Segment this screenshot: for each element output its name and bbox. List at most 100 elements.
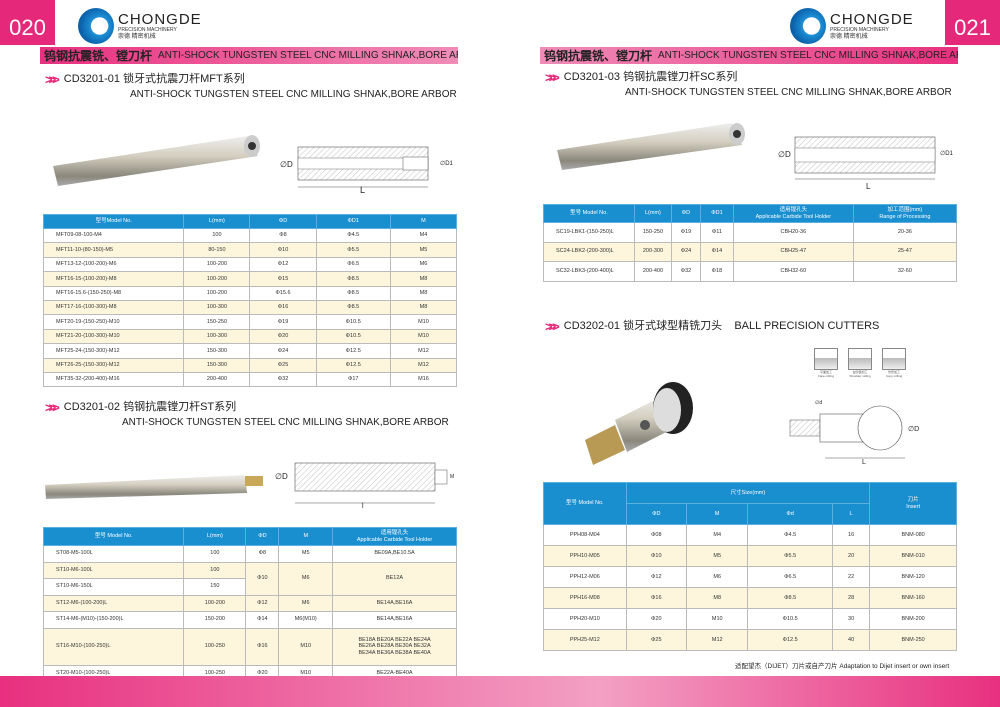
table-row: PPH12-M06 Φ12 M6 Φ6.5 22 BNM-120 [543, 566, 957, 588]
mft-technical-drawing [297, 146, 429, 188]
table-cell: Φ4.5 [747, 524, 833, 546]
table-cell: MFT16-15-(100-200)-M8 [42, 271, 185, 287]
table-cell: 100 [183, 227, 251, 244]
table-cell: MFT26-25-(150-300)-M12 [42, 357, 185, 373]
table-row: MFT09-08-100-M4 100 Φ8 Φ4.5 M4 [42, 227, 458, 244]
table-cell: M8 [389, 299, 458, 316]
milling-label-en: Shoulder milling [849, 374, 871, 378]
table-cell: ST16-M10-(100-250)L [42, 627, 185, 666]
drawing-label-L: L [862, 459, 866, 466]
table-row: MFT16-15.6-(150-250)-M8 100-200 Φ15.6 Φ8.5 M… [42, 285, 458, 301]
drawing-label-L: L [866, 182, 871, 191]
table-cell: Φ18 [699, 261, 734, 282]
table-cell: M5 [389, 242, 458, 258]
column-header: ΦD [671, 204, 701, 223]
table-cell: Φ15 [249, 271, 317, 287]
table-cell: Φ25 [249, 357, 317, 373]
table-cell: 20 [831, 545, 871, 567]
insert-note: 适配望杰（DIJET）刀片或自产刀片 Adaptation to Dijet i… [735, 663, 950, 670]
column-header: 适用镗孔头 Applicable Carbide Tool Holder [732, 204, 854, 223]
table-cell: BNM-080 [869, 524, 957, 546]
table-cell: Φ8 [249, 227, 317, 244]
column-header: 适用镗孔头 Applicable Carbide Tool Holder [332, 527, 457, 546]
table-row: ST14-M6-(M10)-(150-200)L 150-200 Φ14 M6(M10… [42, 611, 457, 629]
table-cell: SC32-LBK3-(200-400)L [543, 261, 635, 282]
table-cell: Φ14 [245, 611, 280, 629]
table-cell: Φ19 [671, 222, 701, 243]
section-st-title: >>> CD3201-02 钨钢抗震镗刀杆ST系列 [45, 401, 236, 414]
table-cell: BNM-250 [869, 629, 957, 651]
table-cell: Φ6.5 [747, 566, 833, 588]
table-cell: Φ14 [699, 241, 734, 262]
table-cell: M6 [278, 594, 334, 612]
table-cell: 100 [183, 561, 247, 579]
column-header: ΦD1 [315, 214, 391, 229]
sc-arbor-photo [557, 123, 745, 170]
milling-icon: 仿形加工 Copy milling [878, 348, 910, 378]
band-cn: 钨钢抗震铣、镗刀杆 [544, 49, 653, 63]
table-cell: M6 [389, 256, 458, 273]
table-cell: Φ20 [625, 608, 688, 630]
table-cell: Φ5.5 [747, 545, 833, 567]
drawing-label-phiD: ∅D [275, 472, 288, 481]
section-title-text: CD3201-02 钨钢抗震镗刀杆ST系列 [63, 401, 237, 413]
table-cell: Φ12 [249, 256, 317, 273]
table-cell: M8 [389, 285, 458, 301]
table-cell: 150-250 [183, 314, 251, 330]
title-band-right: 钨钢抗震铣、镗刀杆 ANTI-SHOCK TUNGSTEN STEEL CNC M… [540, 47, 958, 64]
sc-technical-drawing [794, 136, 936, 180]
section-sc-subtitle: ANTI-SHOCK TUNGSTEN STEEL CNC MILLING SH… [625, 87, 952, 98]
table-cell: ST12-M6-(100-200)L [42, 594, 185, 612]
band-en: ANTI-SHOCK TUNGSTEN STEEL CNC MILLING SH… [658, 50, 958, 61]
table-row: PPH25-M12 Φ25 M12 Φ12.5 40 BNM-250 [543, 629, 957, 651]
table-cell: Φ10 [245, 561, 280, 596]
column-header: ΦD1 [699, 204, 734, 223]
ball-cutter-drawing [789, 405, 905, 459]
table-cell: 100-300 [183, 328, 251, 345]
table-cell: Φ12.5 [315, 357, 391, 373]
table-cell: M10 [686, 608, 749, 630]
table-cell: Φ32 [249, 371, 317, 388]
table-cell: 200-400 [633, 261, 673, 282]
table-cell: 100 [183, 545, 247, 563]
column-header: M [278, 527, 334, 546]
table-cell: ST08-M5-100L [42, 545, 185, 563]
table-cell: Φ19 [249, 314, 317, 330]
table-row: MFT25-24-(150-300)-M12 150-300 Φ24 Φ12.5 M12 [42, 343, 458, 359]
table-cell: PPH20-M10 [543, 608, 627, 630]
band-en: ANTI-SHOCK TUNGSTEN STEEL CNC MILLING SH… [158, 50, 458, 61]
header-row: 型号 Model No. L(mm) ΦD M 适用镗孔头 Applicable Carb… [42, 527, 457, 546]
table-cell: MFT17-16-(100-300)-M8 [42, 299, 185, 316]
drawing-label-phid: ∅d [815, 400, 823, 406]
drawing-label-phiD: ∅D [908, 426, 920, 433]
table-cell: 100-300 [183, 299, 251, 316]
table-cell: Φ5.5 [315, 242, 391, 258]
table-cell: Φ24 [249, 343, 317, 359]
table-cell: SC19-LBK1-(150-250)L [543, 222, 635, 243]
footer-band [0, 676, 1000, 707]
table-cell: 100-250 [183, 627, 247, 666]
chevrons-icon: >>> [545, 319, 560, 334]
section-st-subtitle: ANTI-SHOCK TUNGSTEN STEEL CNC MILLING SH… [122, 417, 449, 428]
table-cell: M5 [278, 545, 334, 563]
table-cell: Φ17 [315, 371, 391, 388]
logo-mark [790, 8, 826, 44]
logo-subtitle: PRECISION MACHINERY [830, 27, 889, 34]
title-band-left: 钨钢抗震铣、镗刀杆 ANTI-SHOCK TUNGSTEN STEEL CNC M… [40, 47, 458, 64]
table-cell: M12 [686, 629, 749, 651]
column-header: ΦD [625, 503, 688, 525]
table-cell: 22 [831, 566, 871, 588]
column-header: 型号 Model No. [42, 527, 185, 546]
table-cell: 30 [831, 608, 871, 630]
drawing-label-M: M [450, 474, 455, 480]
mft-spec-table: 型号Model No. L(mm) ΦD ΦD1 M MFT09-08-100-M4 100… [42, 214, 458, 388]
milling-diagram-icon [848, 348, 872, 370]
column-header: ΦD [249, 214, 317, 229]
table-cell: BNM-120 [869, 566, 957, 588]
column-header: ΦD [245, 527, 280, 546]
section-mft-subtitle: ANTI-SHOCK TUNGSTEN STEEL CNC MILLING SH… [130, 89, 457, 100]
table-row: PPH16-M08 Φ16 M8 Φ8.5 28 BNM-160 [543, 587, 957, 609]
column-header: 型号 Model No. [543, 204, 635, 223]
column-header: 刀片 Insert [869, 482, 957, 525]
table-cell: 150-300 [183, 357, 251, 373]
